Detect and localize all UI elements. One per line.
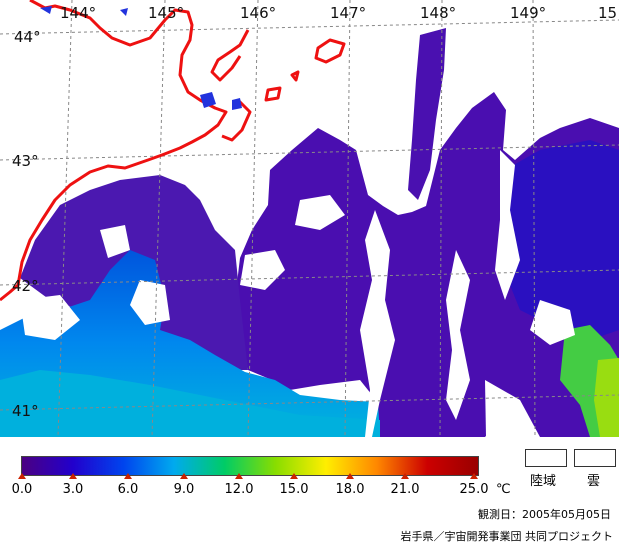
sea-region-southeast-yellowgreen (594, 358, 619, 437)
tick-label-18: 18.0 (335, 482, 365, 497)
tick-label-15: 15.0 (279, 482, 309, 497)
tick-mark-25 (470, 473, 478, 479)
cloud-key-label: 雲 (587, 474, 601, 489)
tick-label-12: 12.0 (224, 482, 254, 497)
tick-mark-6 (124, 473, 132, 479)
lon-label-147: 147° (330, 4, 366, 22)
lat-label-42: 42° (12, 277, 39, 295)
longitude-labels: 144° 145° 146° 147° 148° 149° 15 (60, 4, 617, 22)
lon-label-148: 148° (420, 4, 456, 22)
land-key-box (525, 449, 567, 467)
lon-label-145: 145° (148, 4, 184, 22)
graticule (0, 0, 619, 437)
lat-label-44: 44° (14, 28, 41, 46)
tick-mark-3 (69, 473, 77, 479)
tick-label-0: 0.0 (11, 482, 33, 497)
coastline (0, 0, 346, 302)
lon-label-144: 144° (60, 4, 96, 22)
tick-label-6: 6.0 (117, 482, 139, 497)
cloud-key-box (574, 449, 616, 467)
tick-mark-15 (290, 473, 298, 479)
sea-region-northeast (408, 28, 446, 200)
lat-label-41: 41° (12, 402, 39, 420)
tick-mark-18 (346, 473, 354, 479)
temperature-colorbar (21, 456, 479, 476)
tick-label-3: 3.0 (62, 482, 84, 497)
tick-label-25: 25.0 (459, 482, 489, 497)
lat-label-43: 43° (12, 152, 39, 170)
cloud-patches (20, 150, 575, 437)
sea-region-east-blue (500, 140, 619, 340)
credit-line: 岩手県／宇宙開発事業団 共同プロジェクト (400, 530, 614, 543)
tick-mark-12 (235, 473, 243, 479)
lon-label-149: 149° (510, 4, 546, 22)
tick-label-9: 9.0 (173, 482, 195, 497)
sea-region-southwest-cyan (0, 370, 380, 437)
tick-mark-0 (18, 473, 26, 479)
land-key-label: 陸域 (530, 474, 557, 489)
unit-label: ℃ (496, 482, 511, 497)
lon-label-146: 146° (240, 4, 276, 22)
lon-label-150: 15 (598, 4, 617, 22)
observation-date: 観測日：2005年05月05日 (478, 508, 611, 521)
tick-mark-21 (401, 473, 409, 479)
latitude-labels: 44° 43° 42° 41° (12, 28, 41, 420)
tick-mark-9 (180, 473, 188, 479)
tick-label-21: 21.0 (390, 482, 420, 497)
coastal-water-bits (40, 6, 242, 110)
sea-surface-temperature-map: 144° 145° 146° 147° 148° 149° 15 44° 43°… (0, 0, 619, 437)
